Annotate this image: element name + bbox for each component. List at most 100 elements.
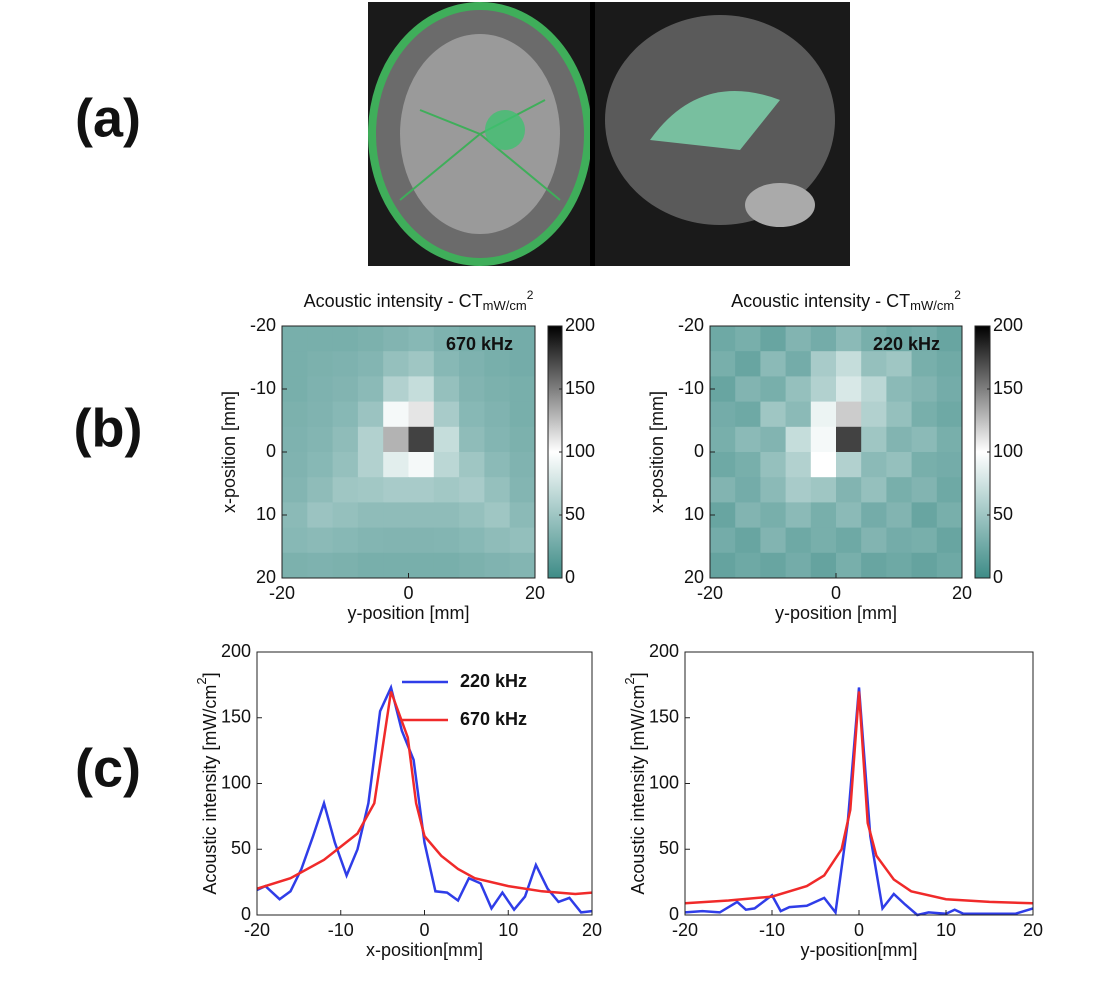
heatmap-cell xyxy=(785,477,812,503)
line-series xyxy=(684,691,1034,905)
x-tick-label: 20 xyxy=(525,583,545,603)
heatmap-cell xyxy=(383,552,409,579)
colorbar-tick-label: 200 xyxy=(565,315,595,335)
heatmap-cell xyxy=(307,552,334,579)
mri-images xyxy=(368,2,850,266)
heatmap-cell xyxy=(810,376,837,403)
x-tick-label: 20 xyxy=(952,583,972,603)
colorbar-tick-label: 50 xyxy=(993,504,1013,524)
heatmap-title: Acoustic intensity - CTmW/cm2 xyxy=(731,288,961,313)
colorbar-tick-label: 150 xyxy=(993,378,1023,398)
heatmap-cell xyxy=(383,351,409,377)
heatmap-cell xyxy=(936,376,963,403)
colorbar-tick-label: 0 xyxy=(565,567,575,587)
x-axis-label: y-position[mm] xyxy=(800,940,917,960)
heatmap-cell xyxy=(760,351,787,377)
heatmap-cell xyxy=(459,502,485,529)
x-tick-label: -20 xyxy=(244,920,270,940)
heatmap-title: Acoustic intensity - CTmW/cm2 xyxy=(304,288,534,313)
heatmap-cell xyxy=(433,452,460,478)
heatmap-cell xyxy=(408,351,435,377)
heatmap-cell xyxy=(484,351,511,377)
heatmap-cell xyxy=(911,426,938,453)
heatmap-cell xyxy=(936,452,963,478)
line-series xyxy=(684,687,1034,917)
focus xyxy=(485,110,525,150)
y-axis-label: Acoustic intensity [mW/cm2] xyxy=(622,672,647,894)
heatmap-cell xyxy=(861,376,887,403)
heatmap-cell xyxy=(408,401,435,428)
heatmap-cell xyxy=(307,452,334,478)
heatmap-cell xyxy=(433,426,460,453)
heatmap-cell xyxy=(785,326,812,352)
heatmap-cell xyxy=(735,326,761,352)
y-tick-label: 0 xyxy=(266,441,276,461)
heatmap-cell xyxy=(785,426,812,453)
beam-lines xyxy=(399,99,561,201)
heatmap-cell xyxy=(307,326,334,352)
heatmap-cell xyxy=(861,477,887,503)
heatmap-cell xyxy=(810,351,837,377)
y-tick-label: 150 xyxy=(649,707,679,727)
x-tick-label: -10 xyxy=(759,920,785,940)
y-tick-label: 20 xyxy=(684,567,704,587)
heatmap-cell xyxy=(886,552,913,579)
heatmap-cell xyxy=(332,552,359,579)
heatmap-cell xyxy=(861,527,887,554)
x-tick-label: -20 xyxy=(269,583,295,603)
heatmap-cell xyxy=(357,351,384,377)
heatmap-cell xyxy=(710,452,736,478)
heatmap-cell xyxy=(484,477,511,503)
x-axis-label: y-position [mm] xyxy=(775,603,897,623)
heatmap-cell xyxy=(861,552,887,579)
heatmap-cell xyxy=(760,376,787,403)
heatmap-cell xyxy=(911,552,938,579)
heatmap-cell xyxy=(357,527,384,554)
heatmap-cell xyxy=(911,351,938,377)
heatmap-cell xyxy=(509,527,536,554)
heatmap-cell xyxy=(332,527,359,554)
heatmap-cell xyxy=(886,477,913,503)
heatmap-cell xyxy=(861,426,887,453)
heatmap-cell xyxy=(836,502,862,529)
heatmap-cell xyxy=(509,376,536,403)
y-tick-label: 200 xyxy=(649,641,679,661)
heatmap-cell xyxy=(710,426,736,453)
heatmap-cell xyxy=(282,426,308,453)
ylabel-main: Acoustic intensity [mW/cm xyxy=(628,685,648,895)
ylabel-superscript: 2 xyxy=(622,677,637,684)
heatmap-cell xyxy=(810,452,837,478)
heatmap-cell xyxy=(357,477,384,503)
y-tick-label: 100 xyxy=(649,772,679,792)
heatmap-cell xyxy=(509,502,536,529)
heatmap-cell xyxy=(710,477,736,503)
heatmap-cell xyxy=(433,401,460,428)
heatmap-cell xyxy=(886,452,913,478)
heatmap-cell xyxy=(459,552,485,579)
x-tick-label: 20 xyxy=(582,920,602,940)
heatmap-cell xyxy=(710,326,736,352)
colorbar-tick-label: 0 xyxy=(993,567,1003,587)
heatmap-cell xyxy=(459,452,485,478)
ylabel-suffix: ] xyxy=(628,672,648,677)
legend-label: 670 kHz xyxy=(460,709,527,729)
heatmap-cell xyxy=(332,452,359,478)
heatmap-cell xyxy=(459,401,485,428)
heatmap-cell xyxy=(936,426,963,453)
y-tick-label: 150 xyxy=(221,707,251,727)
heatmap-cell xyxy=(836,477,862,503)
heatmap-cell xyxy=(332,502,359,529)
colorbar-tick-label: 100 xyxy=(993,441,1023,461)
colorbar-tick-label: 200 xyxy=(993,315,1023,335)
heatmap-cell xyxy=(357,326,384,352)
heatmap-cell xyxy=(433,552,460,579)
heatmap-cell xyxy=(861,326,887,352)
heatmap-cell xyxy=(509,452,536,478)
heatmap-cell xyxy=(282,401,308,428)
heatmap-cell xyxy=(408,426,435,453)
heatmap-cell xyxy=(484,502,511,529)
heatmap-cell xyxy=(710,527,736,554)
heatmap-cell xyxy=(433,351,460,377)
heatmap-cell xyxy=(332,326,359,352)
heatmap-cell xyxy=(484,552,511,579)
